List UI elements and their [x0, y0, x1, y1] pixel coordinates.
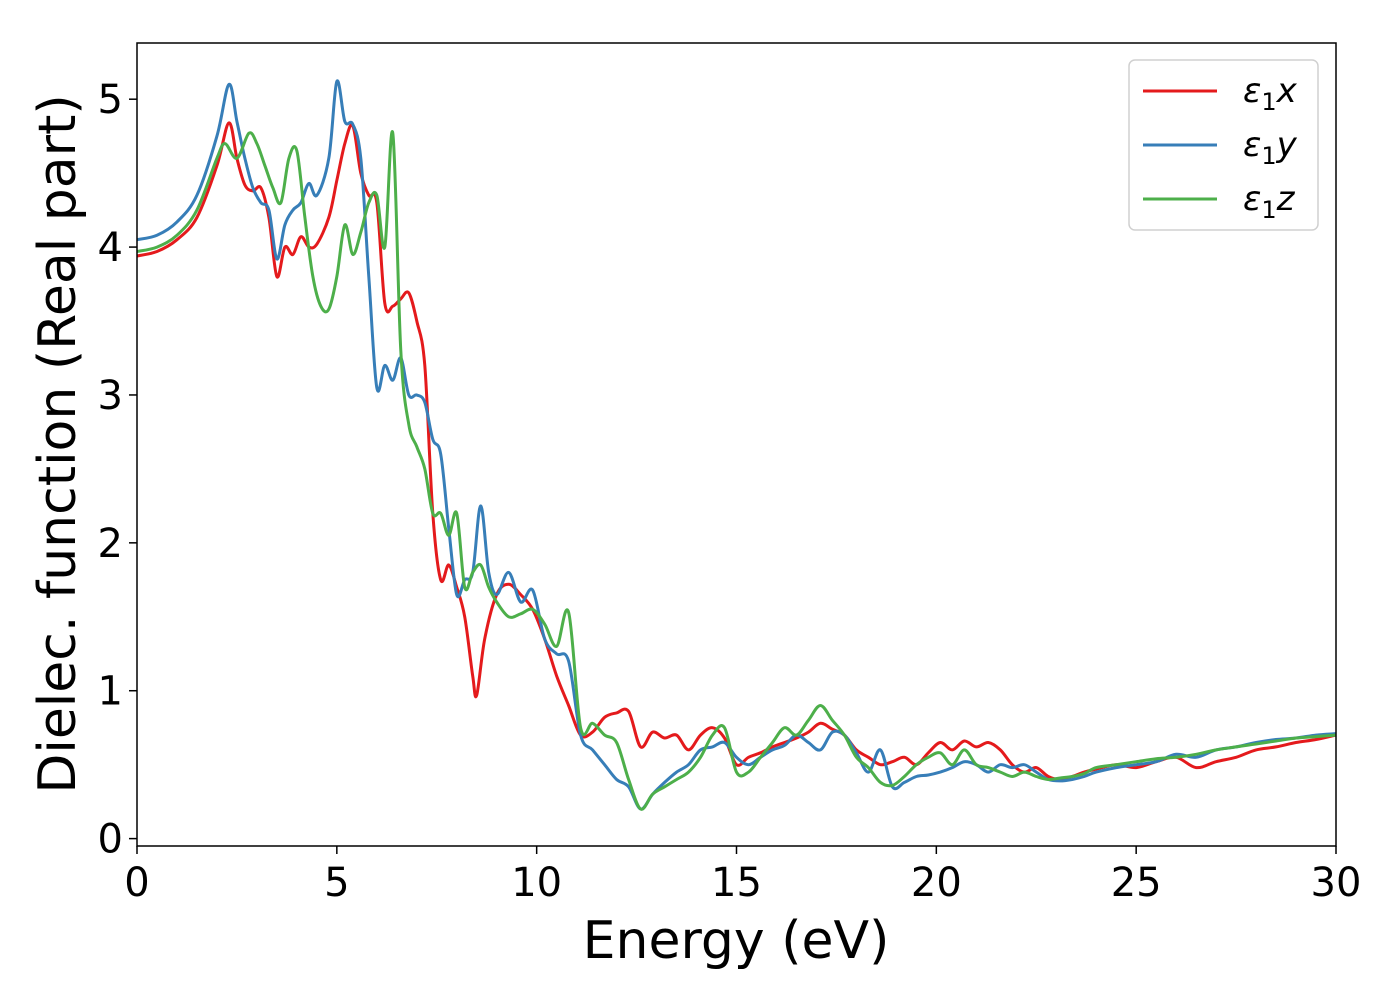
y-axis-label: Dielec. function (Real part): [28, 94, 88, 793]
y-tick-label: 2: [98, 521, 123, 567]
legend-label-suffix: x: [1276, 71, 1298, 111]
legend-label-base: ε: [1243, 71, 1261, 111]
x-tick-label: 20: [911, 860, 962, 906]
legend-label-subscript: 1: [1261, 142, 1276, 170]
legend-label-subscript: 1: [1261, 88, 1276, 116]
legend-label-suffix: y: [1276, 125, 1298, 165]
legend-label-suffix: z: [1276, 179, 1296, 219]
x-tick-label: 0: [124, 860, 149, 906]
legend-label-subscript: 1: [1261, 196, 1276, 224]
x-tick-label: 10: [511, 860, 562, 906]
x-tick-label: 15: [711, 860, 762, 906]
x-tick-label: 5: [324, 860, 349, 906]
y-tick-label: 0: [98, 817, 123, 863]
x-tick-label: 30: [1311, 860, 1362, 906]
y-tick-label: 4: [98, 225, 123, 271]
series-line-z: [137, 130, 1336, 811]
x-axis-ticks: 0 5 10 15 20 25 30: [124, 846, 1361, 906]
y-tick-label: 3: [98, 373, 123, 419]
x-tick-label: 25: [1111, 860, 1162, 906]
legend-label-base: ε: [1243, 125, 1261, 165]
y-tick-label: 5: [98, 77, 123, 123]
series-line-x: [137, 121, 1336, 781]
legend-label-base: ε: [1243, 179, 1261, 219]
y-axis-ticks: 0 1 2 3 4 5: [98, 77, 137, 863]
y-tick-label: 1: [98, 669, 123, 715]
legend-label-z: ε1z: [1243, 179, 1296, 224]
series-layer: [137, 79, 1336, 811]
legend-box: [1128, 59, 1319, 231]
legend-label-y: ε1y: [1243, 125, 1298, 170]
x-axis-label: Energy (eV): [583, 911, 890, 971]
legend-label-x: ε1x: [1243, 71, 1298, 116]
